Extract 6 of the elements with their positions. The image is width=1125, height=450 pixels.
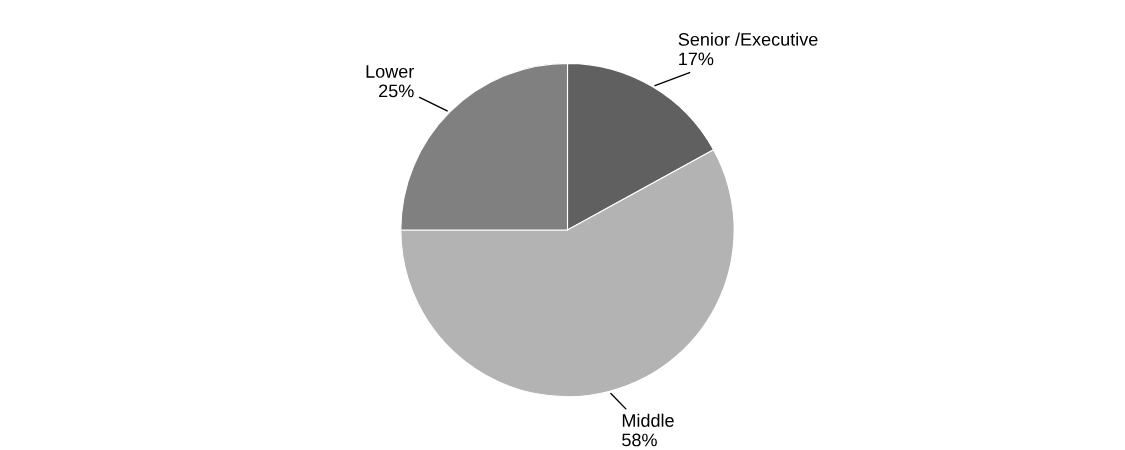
slice-label: Lower <box>366 65 414 78</box>
data-label: 58% <box>622 433 657 447</box>
slice-label: Senior /Executive <box>678 32 818 46</box>
data-label: 17% <box>679 52 714 66</box>
slice-label: Middle <box>622 413 674 427</box>
data-label: 25% <box>379 84 414 98</box>
